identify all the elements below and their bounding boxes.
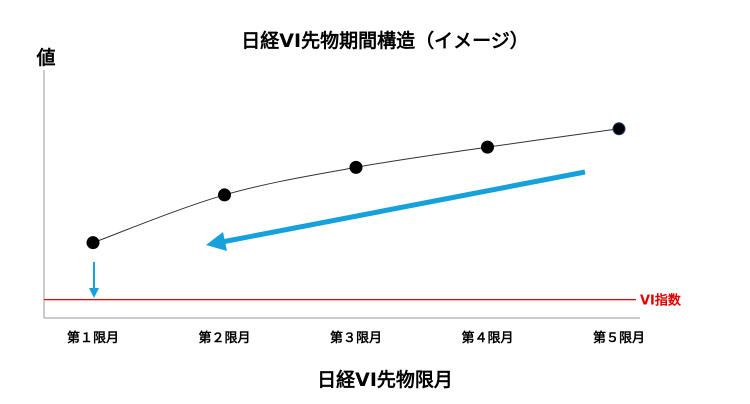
x-tick-label: 第１限月 (67, 330, 119, 346)
x-tick-label: 第４限月 (461, 330, 513, 346)
series-layer (86, 122, 626, 250)
x-tick-label: 第５限月 (593, 330, 645, 346)
data-point (349, 160, 363, 174)
data-point (481, 140, 494, 154)
x-tick-label: 第２限月 (198, 330, 250, 346)
vi-index-label: VI指数 (640, 293, 682, 309)
decay-arrow (206, 169, 586, 251)
x-tick-label: 第３限月 (330, 330, 382, 346)
data-point (218, 188, 231, 202)
chart-title: 日経VI先物期間構造（イメージ） (241, 29, 528, 52)
x-tick-labels: 第１限月 第２限月 第３限月 第４限月 第５限月 (67, 330, 645, 346)
y-axis-label: 値 (35, 47, 55, 69)
convergence-arrow (89, 262, 99, 298)
data-point (612, 122, 626, 136)
x-axis-label: 日経VI先物限月 (317, 368, 453, 391)
series-line (92, 128, 620, 244)
data-point (86, 236, 100, 250)
